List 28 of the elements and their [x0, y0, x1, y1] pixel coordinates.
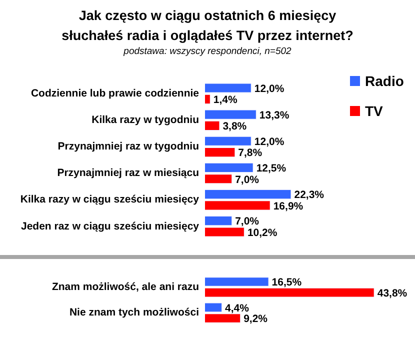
chart-title: Jak często w ciągu ostatnich 6 miesięcy słuchałeś radia i oglądałeś TV przez internet? — [60, 7, 354, 45]
data-label: 12,5% — [256, 162, 287, 175]
y-tick-label: Jeden raz w ciągu sześciu miesięcy — [20, 220, 200, 232]
y-tick-label: Codziennie lub prawie codziennie — [30, 87, 200, 100]
y-tick-label: Kilka razy w tygodniu — [92, 114, 199, 126]
data-label: 4,4% — [225, 302, 250, 314]
data-label: 10,2% — [247, 226, 278, 239]
data-label: 16,9% — [273, 200, 304, 212]
data-label: 3,8% — [222, 120, 248, 133]
y-tick-label: Znam możliwość, ale ani razu — [52, 281, 199, 294]
data-label: 12,0% — [254, 136, 285, 148]
y-tick-label: Nie znam tych możliwości — [69, 306, 200, 319]
data-label: 16,5% — [272, 276, 302, 289]
data-label: 22,3% — [294, 189, 325, 202]
data-label: 13,3% — [259, 109, 290, 122]
data-label: 7,0% — [235, 216, 260, 228]
legend-label: TV — [365, 103, 383, 119]
y-tick-label: Kilka razy w ciągu sześciu miesięcy — [20, 194, 200, 206]
data-label: 7,8% — [238, 147, 263, 160]
y-tick-label: Przynajmniej raz w miesiącu — [57, 167, 199, 180]
y-tick-label: Przynajmniej raz w tygodniu — [58, 140, 199, 153]
data-label: 12,0% — [254, 82, 285, 95]
data-label: 1,4% — [213, 94, 238, 106]
data-label: 43,8% — [377, 287, 408, 300]
legend-label: Radio — [365, 73, 404, 89]
data-label: 7,0% — [235, 174, 260, 186]
data-label: 9,2% — [244, 313, 268, 326]
chart-subtitle: podstawa: wszyscy respondenci, n=502 — [122, 46, 292, 57]
